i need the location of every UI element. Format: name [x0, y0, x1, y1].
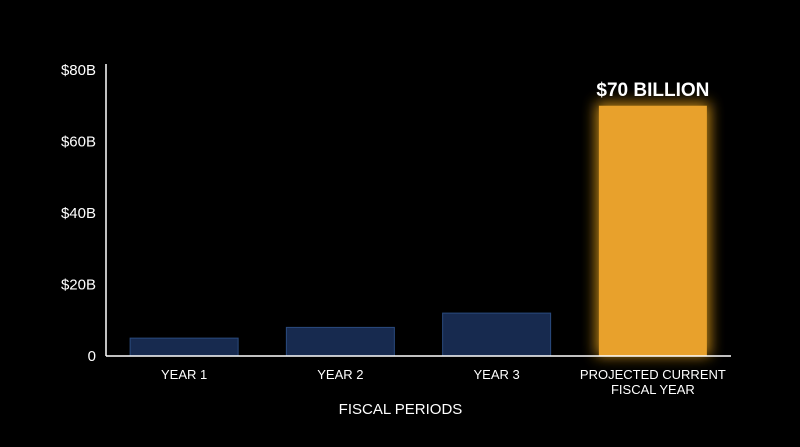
- y-tick-label: $60B: [61, 134, 96, 151]
- x-tick-labels: YEAR 1 YEAR 2 YEAR 3 PROJECTED CURRENT FISCA…: [161, 367, 726, 397]
- y-tick-label: 0: [88, 348, 96, 365]
- bar-projected: [598, 105, 707, 356]
- y-tick-label: $40B: [61, 205, 96, 222]
- x-tick-label: YEAR 1: [161, 367, 207, 382]
- x-tick-label: YEAR 2: [317, 367, 363, 382]
- y-tick-labels: 0 $20B $40B $60B $80B: [61, 62, 96, 365]
- y-tick-label: $80B: [61, 62, 96, 79]
- axes-layer: [105, 64, 731, 357]
- bars-layer: [129, 102, 710, 357]
- data-labels: $70 BILLION: [596, 80, 709, 101]
- bar: [129, 337, 239, 357]
- data-label: $70 BILLION: [596, 80, 709, 101]
- bar: [285, 326, 395, 357]
- x-axis-title: FISCAL PERIODS: [339, 401, 463, 418]
- x-tick-label: YEAR 3: [474, 367, 520, 382]
- bar: [442, 312, 552, 357]
- x-tick-label: PROJECTED CURRENT FISCAL YEAR: [580, 367, 726, 397]
- y-tick-label: $20B: [61, 277, 96, 294]
